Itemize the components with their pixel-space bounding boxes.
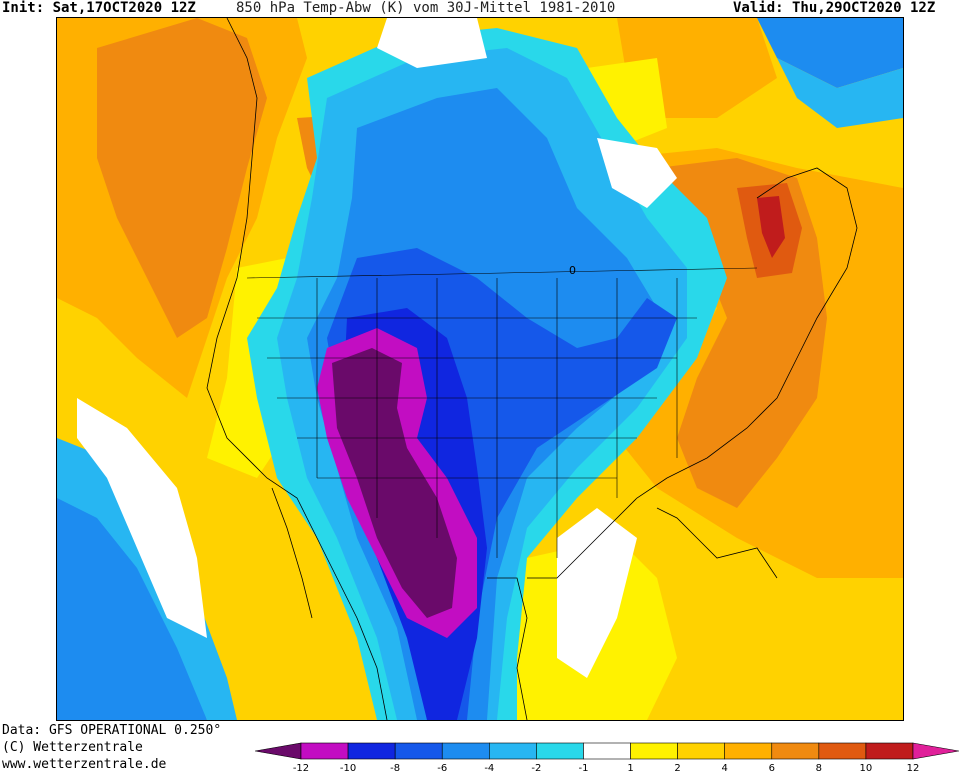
region-lightblue-northeast xyxy=(777,58,903,128)
product-title: 850 hPa Temp-Abw (K) vom 30J-Mittel 1981… xyxy=(236,0,616,16)
colorbar-legend: -12 -10 -8 -6 -4 -2 -1 1 2 4 6 8 10 12 xyxy=(254,741,960,776)
region-white-southwest xyxy=(77,398,207,638)
region-white-gulf xyxy=(557,508,637,678)
colorbar-tick-label: 8 xyxy=(816,763,822,774)
region-purple-core xyxy=(332,348,457,618)
region-red-northeast xyxy=(757,196,785,258)
valid-time: Valid: Thu,29OCT2020 12Z xyxy=(733,0,936,16)
colorbar-tick-label: -10 xyxy=(340,763,356,774)
colorbar-segment xyxy=(771,742,820,760)
footer-website[interactable]: www.wetterzentrale.de xyxy=(2,757,167,772)
anomaly-map: 0 xyxy=(56,17,904,721)
region-blue-pacific xyxy=(57,478,207,720)
colorbar-segment xyxy=(865,742,914,760)
footer-copyright: (C) Wetterzentrale xyxy=(2,740,143,755)
colorbar-tick-label: 1 xyxy=(627,763,633,774)
coastlines xyxy=(206,18,858,720)
colorbar-segment xyxy=(536,742,584,760)
colorbar-segment xyxy=(677,742,725,760)
map-header: Init: Sat,17OCT2020 12Z 850 hPa Temp-Abw… xyxy=(0,0,960,20)
region-white-north xyxy=(377,18,487,68)
colorbar-segment xyxy=(489,742,537,760)
colorbar-segment xyxy=(347,742,396,760)
colorbar-tick-label: 6 xyxy=(769,763,775,774)
region-blue-northeast xyxy=(757,18,903,88)
colorbar-tick-label: -2 xyxy=(531,763,541,774)
region-white-hudson xyxy=(597,138,677,208)
colorbar-segment xyxy=(394,742,443,760)
colorbar-tick-label: 10 xyxy=(860,763,873,774)
colorbar-segment xyxy=(818,742,867,760)
colorbar-segment xyxy=(583,742,631,760)
colorbar-tick-label: -8 xyxy=(390,763,400,774)
colorbar-segment xyxy=(441,742,490,760)
contour-label-zero: 0 xyxy=(569,264,576,277)
colorbar-segment xyxy=(630,742,678,760)
region-lightblue-pacific xyxy=(57,438,237,720)
colorbar-tick-label: -4 xyxy=(484,763,494,774)
colorbar-segment xyxy=(300,742,349,760)
footer-data-source: Data: GFS OPERATIONAL 0.250° xyxy=(2,723,222,738)
colorbar-tick-label: -12 xyxy=(293,763,309,774)
region-orange-west xyxy=(97,18,267,338)
colorbar-tick-label: 2 xyxy=(674,763,680,774)
init-time: Init: Sat,17OCT2020 12Z xyxy=(2,0,196,16)
colorbar-tick-label: 12 xyxy=(907,763,920,774)
colorbar-tick-label: -1 xyxy=(578,763,588,774)
colorbar-segment xyxy=(254,742,302,760)
colorbar-segment xyxy=(724,742,773,760)
colorbar-segment xyxy=(912,742,960,760)
colorbar-tick-label: 4 xyxy=(722,763,728,774)
colorbar-tick-label: -6 xyxy=(437,763,447,774)
state-borders xyxy=(246,267,758,558)
